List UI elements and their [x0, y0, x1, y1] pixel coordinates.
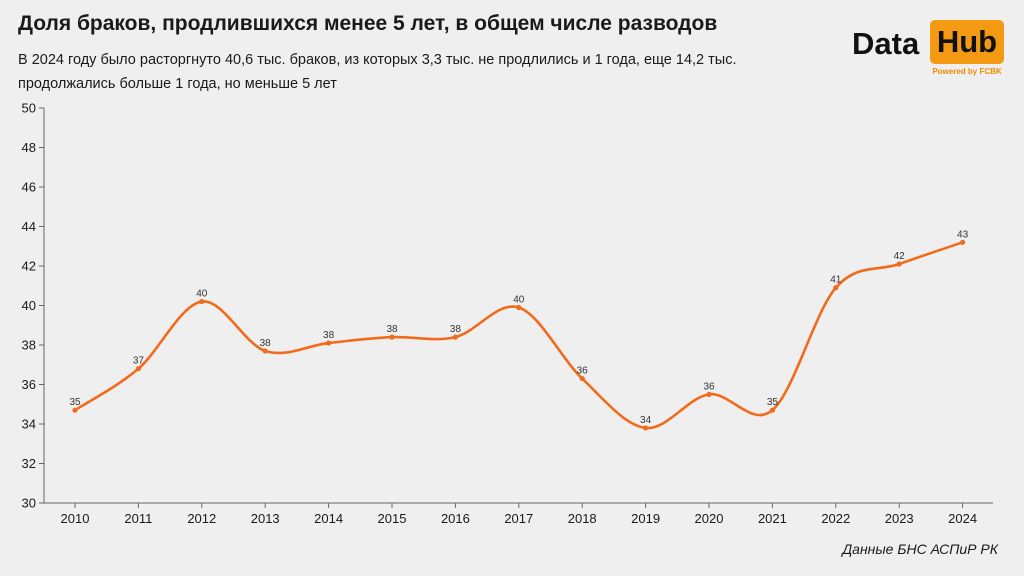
y-tick-label: 44 — [22, 219, 36, 234]
data-label: 40 — [513, 294, 525, 305]
data-point — [769, 407, 776, 413]
logo-word-data: Data — [852, 26, 920, 61]
y-tick-label: 38 — [22, 338, 36, 353]
data-point — [516, 304, 522, 311]
x-tick-label: 2021 — [758, 511, 787, 526]
data-label: 34 — [640, 415, 652, 426]
x-tick-label: 2011 — [124, 511, 152, 526]
y-tick-label: 46 — [22, 180, 36, 195]
logo-tagline: Powered by FCBK — [932, 67, 1002, 76]
data-point — [72, 407, 78, 413]
x-tick-label: 2017 — [504, 511, 533, 526]
data-label: 38 — [450, 324, 462, 335]
data-label: 43 — [957, 229, 969, 240]
data-label: 41 — [830, 275, 842, 286]
data-label: 38 — [323, 330, 335, 341]
data-point — [579, 375, 585, 382]
data-label: 36 — [703, 381, 715, 392]
x-tick-label: 2018 — [568, 511, 597, 526]
y-tick-label: 40 — [22, 298, 36, 313]
chart-subtitle: В 2024 году было расторгнуто 40,6 тыс. б… — [18, 52, 737, 92]
x-tick-label: 2010 — [61, 511, 90, 526]
datahub-logo: Data Hub Powered by FCBK — [852, 20, 1004, 80]
series-line — [74, 241, 964, 430]
source-note: Данные БНС АСПиР РК — [842, 541, 998, 557]
data-point — [135, 366, 141, 372]
data-label: 35 — [767, 397, 779, 408]
x-tick-label: 2023 — [885, 511, 914, 526]
data-label: 40 — [196, 289, 208, 300]
data-label: 37 — [133, 356, 145, 367]
x-tick-label: 2015 — [378, 511, 407, 526]
data-label: 38 — [386, 324, 398, 335]
data-point — [896, 261, 902, 267]
x-tick-label: 2014 — [314, 511, 343, 526]
y-tick-label: 42 — [22, 259, 36, 274]
y-tick-label: 50 — [22, 101, 36, 116]
data-point — [199, 298, 205, 305]
data-point — [643, 425, 649, 431]
y-tick-label: 48 — [22, 140, 36, 155]
x-tick-label: 2016 — [441, 511, 470, 526]
data-label: 38 — [260, 338, 272, 349]
chart-title: Доля браков, продлившихся менее 5 лет, в… — [18, 12, 718, 35]
y-tick-label: 30 — [22, 496, 36, 511]
x-tick-label: 2022 — [821, 511, 850, 526]
data-point — [452, 334, 458, 340]
data-label: 36 — [577, 366, 589, 377]
data-label: 35 — [69, 397, 81, 408]
data-point — [262, 348, 268, 354]
x-tick-label: 2024 — [948, 511, 977, 526]
x-tick-label: 2013 — [251, 511, 280, 526]
data-point — [833, 285, 839, 291]
data-point — [706, 391, 712, 397]
x-tick-label: 2020 — [695, 511, 724, 526]
x-tick-label: 2019 — [631, 511, 660, 526]
data-point — [960, 239, 966, 245]
y-tick-label: 32 — [22, 456, 36, 471]
x-tick-label: 2012 — [187, 511, 216, 526]
data-point — [326, 340, 332, 346]
y-tick-label: 34 — [22, 417, 36, 432]
logo-word-hub: Hub — [930, 20, 1004, 64]
data-label: 42 — [894, 251, 906, 262]
data-point — [389, 334, 395, 340]
y-tick-label: 36 — [22, 377, 36, 392]
